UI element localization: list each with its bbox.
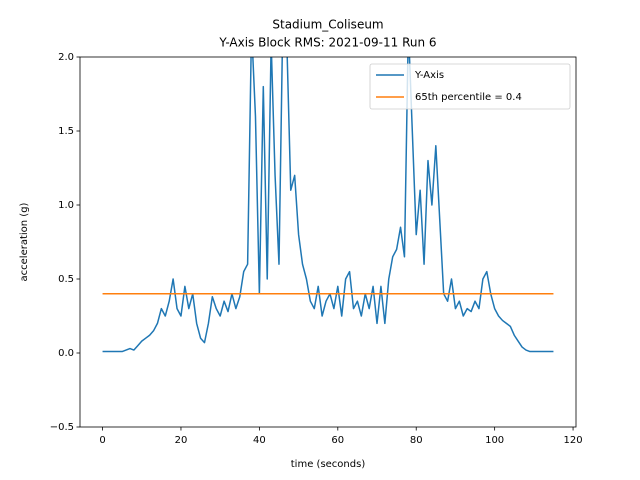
chart-title: Stadium_Coliseum bbox=[272, 18, 383, 32]
y-axis-label: acceleration (g) bbox=[19, 202, 30, 281]
legend-label: 65th percentile = 0.4 bbox=[415, 92, 522, 103]
x-tick-label: 40 bbox=[253, 435, 266, 446]
y-tick-label: 2.0 bbox=[58, 52, 74, 63]
plot-frame bbox=[79, 56, 577, 428]
line-series bbox=[102, 57, 554, 353]
x-tick-label: 60 bbox=[331, 435, 344, 446]
legend-box bbox=[369, 63, 571, 110]
y-tick-label: −0.5 bbox=[50, 422, 74, 433]
x-tick-label: 20 bbox=[175, 435, 188, 446]
y-tick-label: 1.5 bbox=[58, 126, 74, 137]
x-tick-label: 0 bbox=[99, 435, 105, 446]
y-tick-label: 0.5 bbox=[58, 274, 74, 285]
x-tick-label: 80 bbox=[410, 435, 423, 446]
plot-area bbox=[102, 57, 554, 353]
x-axis-label: time (seconds) bbox=[291, 459, 366, 470]
x-tick-label: 120 bbox=[564, 435, 583, 446]
x-tick-label: 100 bbox=[485, 435, 504, 446]
chart-subtitle: Y-Axis Block RMS: 2021-09-11 Run 6 bbox=[218, 36, 436, 50]
y-tick-label: 1.0 bbox=[58, 200, 74, 211]
y-tick-label: 0.0 bbox=[58, 348, 74, 359]
legend-label: Y-Axis bbox=[414, 70, 444, 81]
